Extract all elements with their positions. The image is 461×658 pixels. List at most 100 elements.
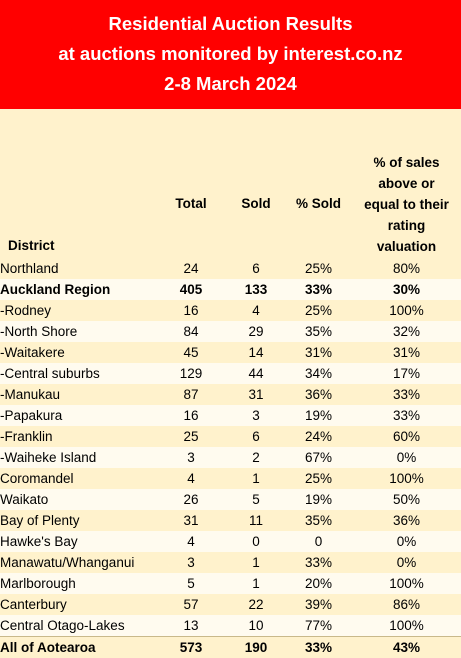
above-valuation-cell: 80% xyxy=(352,258,461,279)
total-cell: 84 xyxy=(155,321,227,342)
header-above-line: valuation xyxy=(352,236,461,257)
district-cell: Canterbury xyxy=(0,594,155,615)
total-cell: 57 xyxy=(155,594,227,615)
above-valuation-cell: 32% xyxy=(352,321,461,342)
pct-sold-cell: 33% xyxy=(285,552,352,573)
pct-sold-cell: 0 xyxy=(285,531,352,552)
above-valuation-cell: 30% xyxy=(352,279,461,300)
pct-sold-cell: 31% xyxy=(285,342,352,363)
total-cell: 87 xyxy=(155,384,227,405)
above-valuation-cell: 0% xyxy=(352,552,461,573)
total-cell: 16 xyxy=(155,405,227,426)
above-valuation-cell: 33% xyxy=(352,384,461,405)
total-cell: 24 xyxy=(155,258,227,279)
district-cell: Hawke's Bay xyxy=(0,531,155,552)
district-cell: Auckland Region xyxy=(0,279,155,300)
pct-sold-cell: 36% xyxy=(285,384,352,405)
sold-cell: 14 xyxy=(227,342,285,363)
total-cell: 3 xyxy=(155,447,227,468)
total-cell: 13 xyxy=(155,615,227,637)
total-pct-sold-cell: 33% xyxy=(285,637,352,658)
header-above-line: % of sales xyxy=(352,152,461,173)
header-above-line: above or xyxy=(352,173,461,194)
column-header-sold: Sold xyxy=(227,109,285,258)
total-cell: 4 xyxy=(155,531,227,552)
district-cell: -Franklin xyxy=(0,426,155,447)
total-total-cell: 573 xyxy=(155,637,227,658)
above-valuation-cell: 31% xyxy=(352,342,461,363)
total-above-cell: 43% xyxy=(352,637,461,658)
sold-cell: 1 xyxy=(227,573,285,594)
district-cell: Coromandel xyxy=(0,468,155,489)
total-cell: 129 xyxy=(155,363,227,384)
district-cell: Manawatu/Whanganui xyxy=(0,552,155,573)
pct-sold-cell: 77% xyxy=(285,615,352,637)
sold-cell: 133 xyxy=(227,279,285,300)
pct-sold-cell: 67% xyxy=(285,447,352,468)
pct-sold-cell: 35% xyxy=(285,510,352,531)
pct-sold-cell: 39% xyxy=(285,594,352,615)
total-cell: 16 xyxy=(155,300,227,321)
above-valuation-cell: 0% xyxy=(352,531,461,552)
header-above-line: rating xyxy=(352,215,461,236)
above-valuation-cell: 100% xyxy=(352,615,461,637)
sold-cell: 6 xyxy=(227,258,285,279)
above-valuation-cell: 0% xyxy=(352,447,461,468)
pct-sold-cell: 19% xyxy=(285,489,352,510)
sold-cell: 6 xyxy=(227,426,285,447)
sold-cell: 31 xyxy=(227,384,285,405)
total-sold-cell: 190 xyxy=(227,637,285,658)
sold-cell: 0 xyxy=(227,531,285,552)
sold-cell: 44 xyxy=(227,363,285,384)
total-cell: 31 xyxy=(155,510,227,531)
above-valuation-cell: 17% xyxy=(352,363,461,384)
district-cell: Waikato xyxy=(0,489,155,510)
district-cell: -North Shore xyxy=(0,321,155,342)
column-header-total: Total xyxy=(155,109,227,258)
district-cell: Marlborough xyxy=(0,573,155,594)
district-cell: Bay of Plenty xyxy=(0,510,155,531)
above-valuation-cell: 36% xyxy=(352,510,461,531)
sold-cell: 1 xyxy=(227,552,285,573)
sold-cell: 5 xyxy=(227,489,285,510)
total-cell: 3 xyxy=(155,552,227,573)
pct-sold-cell: 24% xyxy=(285,426,352,447)
title-line-3: 2-8 March 2024 xyxy=(0,69,461,99)
pct-sold-cell: 19% xyxy=(285,405,352,426)
column-header-above-valuation: % of sales above or equal to their ratin… xyxy=(352,109,461,258)
title-line-1: Residential Auction Results xyxy=(0,9,461,39)
title-banner: Residential Auction Results at auctions … xyxy=(0,0,461,109)
above-valuation-cell: 100% xyxy=(352,300,461,321)
above-valuation-cell: 50% xyxy=(352,489,461,510)
district-cell: -Papakura xyxy=(0,405,155,426)
above-valuation-cell: 100% xyxy=(352,573,461,594)
district-cell: -Rodney xyxy=(0,300,155,321)
total-cell: 405 xyxy=(155,279,227,300)
total-district-cell: All of Aotearoa xyxy=(0,637,155,658)
sold-cell: 4 xyxy=(227,300,285,321)
header-above-line: equal to their xyxy=(352,194,461,215)
total-cell: 25 xyxy=(155,426,227,447)
total-row: All of Aotearoa 573 190 33% 43% xyxy=(0,637,461,658)
above-valuation-cell: 86% xyxy=(352,594,461,615)
sold-cell: 1 xyxy=(227,468,285,489)
pct-sold-cell: 20% xyxy=(285,573,352,594)
above-valuation-cell: 60% xyxy=(352,426,461,447)
table-header-row: District Total Sold % Sold % of sales ab… xyxy=(0,109,461,258)
sold-cell: 22 xyxy=(227,594,285,615)
district-cell: -Waiheke Island xyxy=(0,447,155,468)
auction-results-table-graphic: Residential Auction Results at auctions … xyxy=(0,0,461,614)
